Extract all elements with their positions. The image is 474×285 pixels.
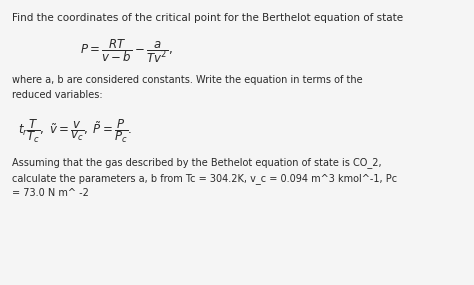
Text: $P = \dfrac{RT}{v - b} - \dfrac{a}{Tv^2},$: $P = \dfrac{RT}{v - b} - \dfrac{a}{Tv^2}… [80,37,173,65]
Text: $t_r\dfrac{T}{T_c},\; \tilde{v} = \dfrac{v}{v_c},\; \tilde{P} = \dfrac{P}{P_c}.$: $t_r\dfrac{T}{T_c},\; \tilde{v} = \dfrac… [18,117,132,145]
Text: where a, b are considered constants. Write the equation in terms of the
reduced : where a, b are considered constants. Wri… [12,75,363,100]
Text: Find the coordinates of the critical point for the Berthelot equation of state: Find the coordinates of the critical poi… [12,13,403,23]
Text: Assuming that the gas described by the Bethelot equation of state is CO_2,
calcu: Assuming that the gas described by the B… [12,157,397,198]
